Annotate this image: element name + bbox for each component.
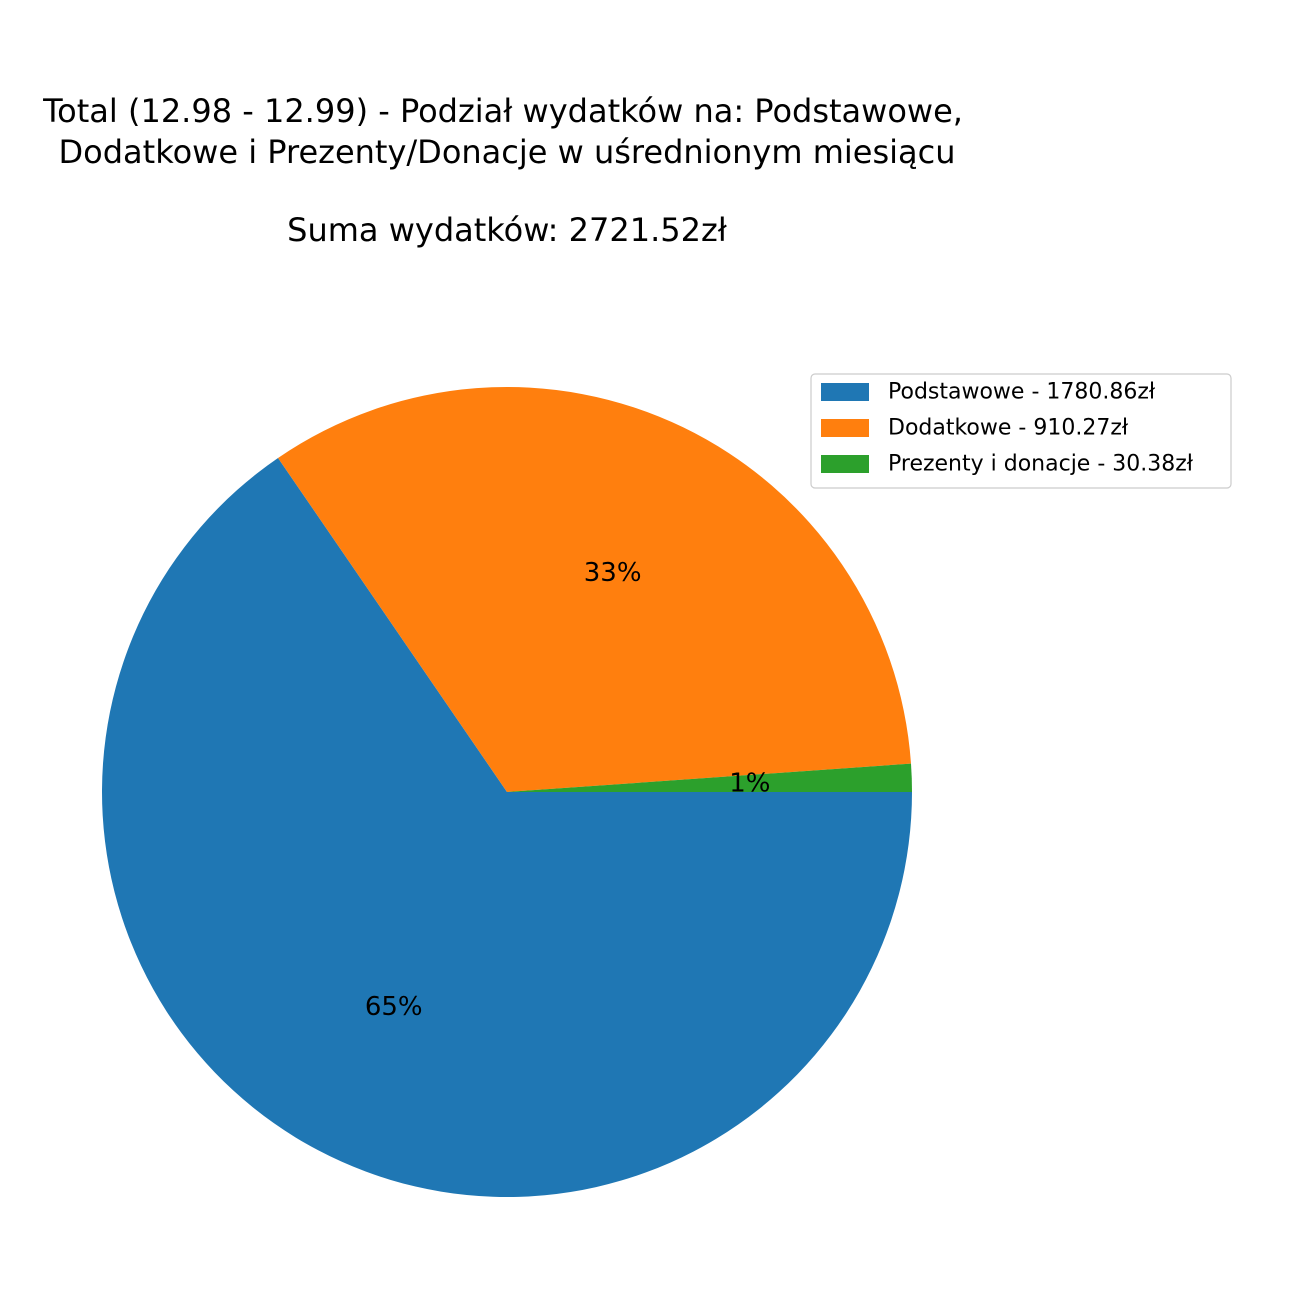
chart-subtitle: Suma wydatków: 2721.52zł [287,211,728,249]
pie-slice-prezenty-i-donacje [507,763,912,792]
legend-frame [810,373,1232,489]
pie-slice-dodatkowe [278,386,911,792]
legend-label-2: Dodatkowe - 910.27zł [888,416,1129,441]
pie-slice-podstawowe [102,457,913,1197]
chart-title-line-1: Total (12.98 - 12.99) - Podział wydatków… [42,92,963,130]
legend-label-3: Prezenty i donacje - 30.38zł [888,452,1194,477]
chart-title-line-2: Dodatkowe i Prezenty/Donacje w uśrednion… [59,133,956,171]
legend-entries: Podstawowe - 1780.86zł Dodatkowe - 910.27… [821,380,1194,477]
legend-swatch-3 [821,455,869,473]
pie-percent-label-1: 65% [365,992,423,1022]
pie-percent-label-3: 1% [729,768,770,798]
pie-percent-label-2: 33% [584,558,642,588]
legend: Podstawowe - 1780.86zł Dodatkowe - 910.27… [810,373,1232,489]
pie-slices [102,386,913,1197]
pie-percent-labels: 65% 33% 1% [365,558,771,1022]
legend-swatch-1 [821,383,869,401]
legend-swatch-2 [821,419,869,437]
legend-label-1: Podstawowe - 1780.86zł [888,380,1156,405]
